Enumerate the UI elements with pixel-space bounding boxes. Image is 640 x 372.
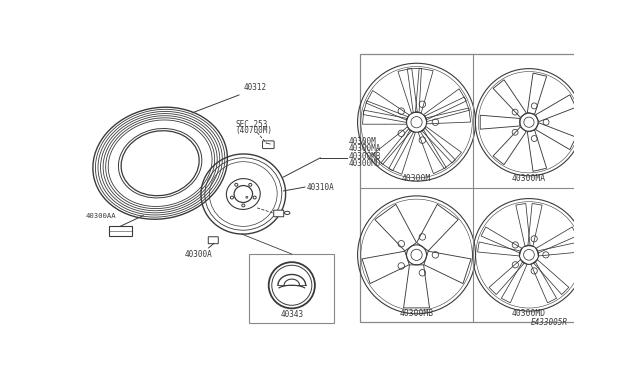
Text: 40300AA: 40300AA xyxy=(86,212,116,219)
Text: 40300M: 40300M xyxy=(349,137,376,146)
FancyBboxPatch shape xyxy=(208,237,218,244)
Text: 40300A: 40300A xyxy=(185,250,212,259)
FancyBboxPatch shape xyxy=(274,210,284,217)
Text: 40300MB: 40300MB xyxy=(399,309,434,318)
Text: 40312: 40312 xyxy=(243,83,266,92)
Text: 40300MD: 40300MD xyxy=(349,159,381,168)
Bar xyxy=(250,254,334,323)
Text: (40700M): (40700M) xyxy=(236,126,273,135)
Text: SEC.253: SEC.253 xyxy=(236,120,268,129)
Bar xyxy=(109,226,132,236)
Text: 40310A: 40310A xyxy=(307,183,334,192)
FancyBboxPatch shape xyxy=(262,141,274,148)
Text: 40300MD: 40300MD xyxy=(512,309,546,318)
Text: 40343: 40343 xyxy=(280,310,303,319)
Ellipse shape xyxy=(121,131,199,196)
Text: 40300MA: 40300MA xyxy=(512,174,546,183)
Text: 40300M: 40300M xyxy=(402,174,431,183)
Text: 40300MA: 40300MA xyxy=(349,144,381,154)
Bar xyxy=(360,54,585,322)
Text: 40300MB: 40300MB xyxy=(349,152,381,161)
Text: E433005R: E433005R xyxy=(531,318,568,327)
